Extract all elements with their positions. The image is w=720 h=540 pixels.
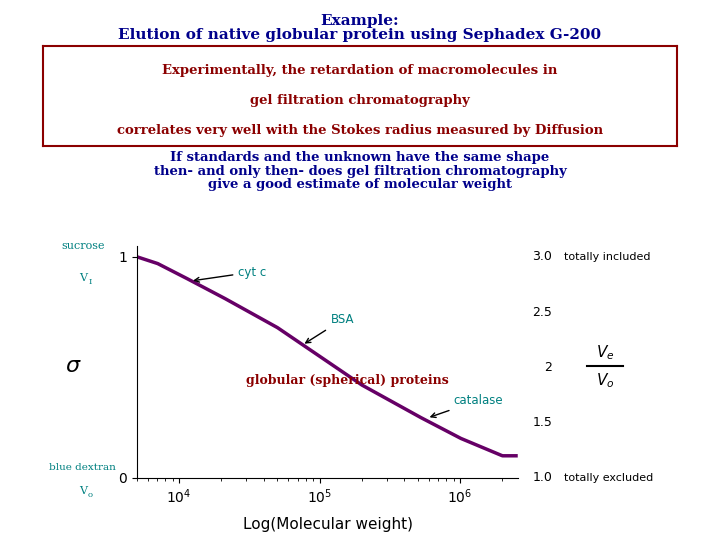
Text: globular (spherical) proteins: globular (spherical) proteins	[246, 374, 449, 387]
Text: then- and only then- does gel filtration chromatography: then- and only then- does gel filtration…	[153, 165, 567, 178]
Text: V: V	[78, 487, 87, 496]
Text: If standards and the unknown have the same shape: If standards and the unknown have the sa…	[171, 151, 549, 164]
Text: o: o	[88, 491, 92, 499]
Text: totally included: totally included	[557, 252, 650, 262]
Text: correlates very well with the Stokes radius measured by Diffusion: correlates very well with the Stokes rad…	[117, 124, 603, 137]
Text: V: V	[78, 273, 87, 284]
Text: totally excluded: totally excluded	[557, 473, 653, 483]
Text: BSA: BSA	[306, 313, 354, 343]
Text: Experimentally, the retardation of macromolecules in: Experimentally, the retardation of macro…	[162, 64, 558, 77]
Text: $V_o$: $V_o$	[595, 372, 614, 390]
Text: sucrose: sucrose	[61, 241, 104, 251]
Text: blue dextran: blue dextran	[50, 463, 116, 472]
Text: catalase: catalase	[431, 394, 503, 417]
Text: gel filtration chromatography: gel filtration chromatography	[250, 94, 470, 107]
Text: give a good estimate of molecular weight: give a good estimate of molecular weight	[208, 178, 512, 191]
Text: Example:: Example:	[320, 14, 400, 28]
Text: $V_e$: $V_e$	[595, 343, 614, 362]
X-axis label: Log(Molecular weight): Log(Molecular weight)	[243, 517, 413, 532]
Text: 1.5: 1.5	[532, 416, 552, 429]
Text: 1.0: 1.0	[532, 471, 552, 484]
Text: 2.5: 2.5	[532, 306, 552, 319]
Text: 2: 2	[544, 361, 552, 374]
Text: 3.0: 3.0	[532, 250, 552, 264]
Text: I: I	[89, 278, 91, 286]
Text: σ: σ	[65, 356, 79, 376]
Text: cyt c: cyt c	[194, 266, 266, 282]
Text: Elution of native globular protein using Sephadex G-200: Elution of native globular protein using…	[118, 28, 602, 42]
